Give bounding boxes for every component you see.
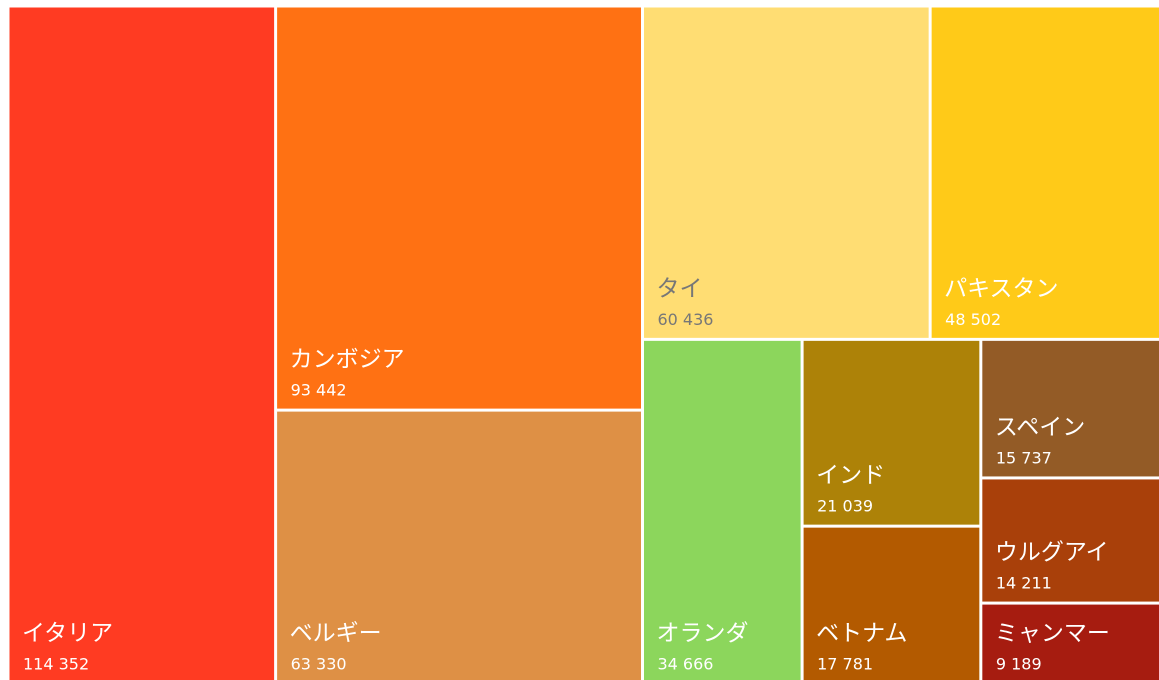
tile (643, 340, 801, 680)
tile (982, 340, 1159, 477)
tile (9, 7, 275, 680)
tile-name: タイ (656, 276, 702, 302)
tile-value: 9 189 (996, 655, 1042, 674)
tile (277, 411, 641, 680)
tile-value: 15 737 (996, 448, 1052, 467)
tile (931, 7, 1159, 338)
tile-name: カンボジア (290, 347, 405, 373)
tile-name: ウルグアイ (995, 540, 1109, 566)
tile-name: ベルギー (290, 621, 382, 647)
tile-value: 14 211 (996, 574, 1052, 593)
tile-name: スペイン (995, 414, 1085, 440)
tile-value: 17 781 (817, 655, 873, 674)
tile-name: ミャンマー (995, 621, 1110, 647)
tile-value: 34 666 (657, 655, 713, 674)
tile-value: 21 039 (817, 497, 873, 516)
tile (803, 527, 980, 680)
tile-name: ベトナム (816, 621, 907, 647)
tile-value: 114 352 (23, 655, 89, 674)
tile (803, 340, 980, 525)
tile (982, 479, 1159, 602)
tile-name: オランダ (656, 621, 748, 647)
tile (643, 7, 929, 338)
tile (277, 7, 641, 409)
tile-name: イタリア (22, 621, 113, 647)
tile-value: 60 436 (657, 310, 713, 329)
tile (982, 604, 1159, 680)
tile-name: パキスタン (944, 276, 1058, 302)
tile-value: 48 502 (945, 310, 1001, 329)
tile-value: 63 330 (291, 655, 347, 674)
tile-name: インド (816, 463, 885, 489)
tile-value: 93 442 (291, 381, 347, 400)
